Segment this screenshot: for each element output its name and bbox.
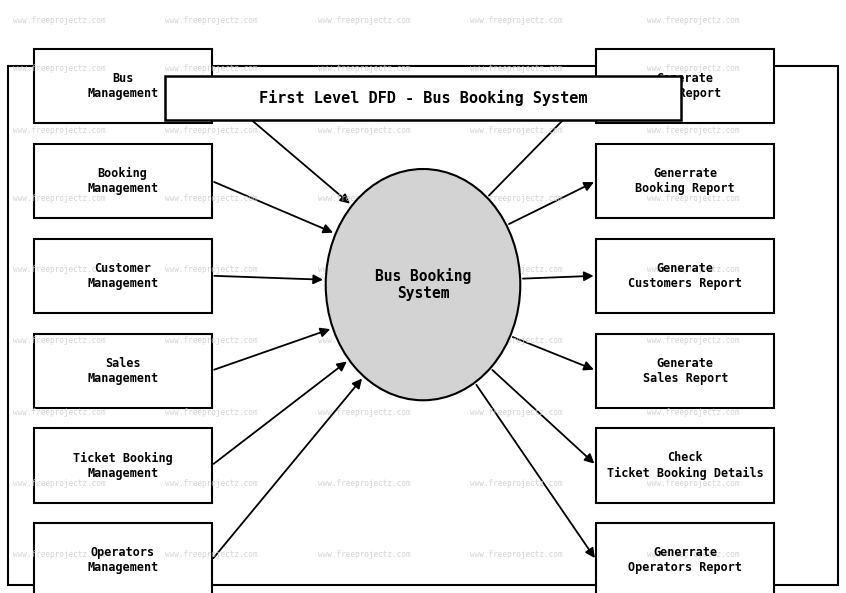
Text: Generate
Bus Report: Generate Bus Report xyxy=(650,72,721,100)
Text: www.freeprojectz.com: www.freeprojectz.com xyxy=(13,16,106,25)
Text: www.freeprojectz.com: www.freeprojectz.com xyxy=(165,550,258,559)
Text: www.freeprojectz.com: www.freeprojectz.com xyxy=(165,407,258,417)
FancyBboxPatch shape xyxy=(596,239,774,313)
Text: www.freeprojectz.com: www.freeprojectz.com xyxy=(470,16,563,25)
Text: First Level DFD - Bus Booking System: First Level DFD - Bus Booking System xyxy=(259,90,587,106)
Text: www.freeprojectz.com: www.freeprojectz.com xyxy=(317,63,410,73)
Text: Generrate
Operators Report: Generrate Operators Report xyxy=(629,546,742,575)
Text: Customer
Management: Customer Management xyxy=(87,262,158,290)
Text: www.freeprojectz.com: www.freeprojectz.com xyxy=(470,194,563,203)
Text: www.freeprojectz.com: www.freeprojectz.com xyxy=(470,126,563,135)
Text: www.freeprojectz.com: www.freeprojectz.com xyxy=(647,265,740,275)
Text: www.freeprojectz.com: www.freeprojectz.com xyxy=(165,16,258,25)
Text: www.freeprojectz.com: www.freeprojectz.com xyxy=(470,265,563,275)
Text: www.freeprojectz.com: www.freeprojectz.com xyxy=(317,16,410,25)
Text: www.freeprojectz.com: www.freeprojectz.com xyxy=(165,126,258,135)
Text: www.freeprojectz.com: www.freeprojectz.com xyxy=(317,126,410,135)
FancyBboxPatch shape xyxy=(596,523,774,593)
FancyBboxPatch shape xyxy=(34,49,212,123)
Text: Operators
Management: Operators Management xyxy=(87,546,158,575)
Text: www.freeprojectz.com: www.freeprojectz.com xyxy=(470,407,563,417)
Text: www.freeprojectz.com: www.freeprojectz.com xyxy=(13,63,106,73)
Text: www.freeprojectz.com: www.freeprojectz.com xyxy=(317,194,410,203)
FancyBboxPatch shape xyxy=(34,428,212,503)
Text: www.freeprojectz.com: www.freeprojectz.com xyxy=(317,479,410,488)
Text: www.freeprojectz.com: www.freeprojectz.com xyxy=(470,479,563,488)
Text: www.freeprojectz.com: www.freeprojectz.com xyxy=(647,16,740,25)
Text: www.freeprojectz.com: www.freeprojectz.com xyxy=(165,479,258,488)
Text: www.freeprojectz.com: www.freeprojectz.com xyxy=(647,407,740,417)
Text: www.freeprojectz.com: www.freeprojectz.com xyxy=(13,407,106,417)
Text: Generate
Customers Report: Generate Customers Report xyxy=(629,262,742,290)
Text: www.freeprojectz.com: www.freeprojectz.com xyxy=(165,194,258,203)
Text: Ticket Booking
Management: Ticket Booking Management xyxy=(73,451,173,480)
Text: Generrate
Booking Report: Generrate Booking Report xyxy=(635,167,735,195)
Text: www.freeprojectz.com: www.freeprojectz.com xyxy=(13,336,106,346)
Text: www.freeprojectz.com: www.freeprojectz.com xyxy=(317,407,410,417)
FancyBboxPatch shape xyxy=(596,333,774,408)
Text: www.freeprojectz.com: www.freeprojectz.com xyxy=(13,265,106,275)
Text: www.freeprojectz.com: www.freeprojectz.com xyxy=(165,265,258,275)
FancyBboxPatch shape xyxy=(34,144,212,218)
FancyBboxPatch shape xyxy=(596,428,774,503)
Text: Sales
Management: Sales Management xyxy=(87,356,158,385)
FancyBboxPatch shape xyxy=(34,239,212,313)
Text: Check
Ticket Booking Details: Check Ticket Booking Details xyxy=(607,451,764,480)
Text: www.freeprojectz.com: www.freeprojectz.com xyxy=(647,479,740,488)
Text: www.freeprojectz.com: www.freeprojectz.com xyxy=(470,550,563,559)
Text: www.freeprojectz.com: www.freeprojectz.com xyxy=(317,336,410,346)
Text: www.freeprojectz.com: www.freeprojectz.com xyxy=(317,550,410,559)
Text: Bus Booking
System: Bus Booking System xyxy=(375,268,471,301)
Text: www.freeprojectz.com: www.freeprojectz.com xyxy=(317,265,410,275)
Ellipse shape xyxy=(326,169,520,400)
FancyBboxPatch shape xyxy=(596,144,774,218)
Text: www.freeprojectz.com: www.freeprojectz.com xyxy=(647,336,740,346)
FancyBboxPatch shape xyxy=(596,49,774,123)
Text: www.freeprojectz.com: www.freeprojectz.com xyxy=(647,194,740,203)
Text: www.freeprojectz.com: www.freeprojectz.com xyxy=(13,550,106,559)
FancyBboxPatch shape xyxy=(34,333,212,408)
Text: www.freeprojectz.com: www.freeprojectz.com xyxy=(647,126,740,135)
Text: www.freeprojectz.com: www.freeprojectz.com xyxy=(13,126,106,135)
Text: www.freeprojectz.com: www.freeprojectz.com xyxy=(165,336,258,346)
Text: www.freeprojectz.com: www.freeprojectz.com xyxy=(165,63,258,73)
Text: Generate
Sales Report: Generate Sales Report xyxy=(642,356,728,385)
Text: www.freeprojectz.com: www.freeprojectz.com xyxy=(470,336,563,346)
Text: Booking
Management: Booking Management xyxy=(87,167,158,195)
FancyBboxPatch shape xyxy=(34,523,212,593)
Text: www.freeprojectz.com: www.freeprojectz.com xyxy=(13,479,106,488)
FancyBboxPatch shape xyxy=(8,66,838,585)
Text: Bus
Management: Bus Management xyxy=(87,72,158,100)
Text: www.freeprojectz.com: www.freeprojectz.com xyxy=(647,550,740,559)
FancyBboxPatch shape xyxy=(165,76,681,120)
Text: www.freeprojectz.com: www.freeprojectz.com xyxy=(470,63,563,73)
Text: www.freeprojectz.com: www.freeprojectz.com xyxy=(13,194,106,203)
Text: www.freeprojectz.com: www.freeprojectz.com xyxy=(647,63,740,73)
